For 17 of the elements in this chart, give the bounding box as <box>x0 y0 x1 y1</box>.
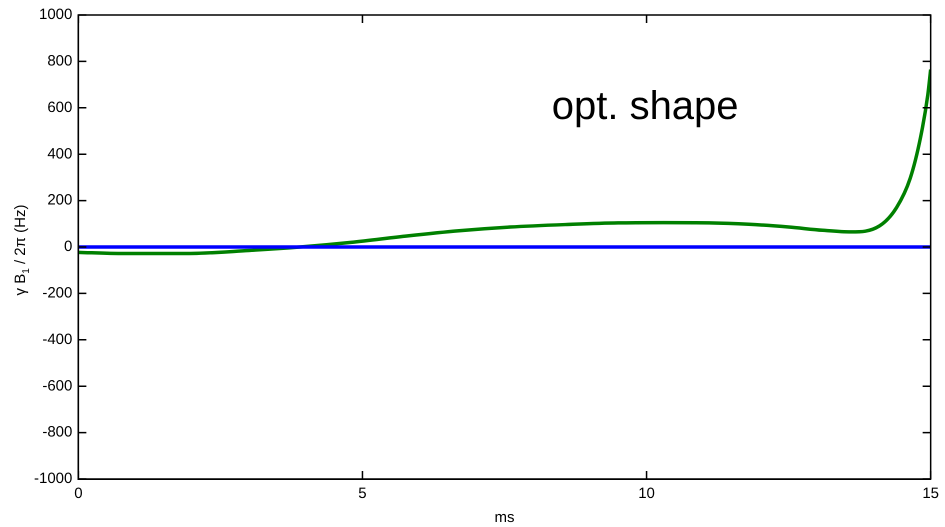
y-tick-label: 0 <box>64 238 72 256</box>
y-tick-label: 800 <box>47 52 72 70</box>
y-tick-label: -200 <box>42 284 72 302</box>
y-tick-label: -400 <box>42 330 72 348</box>
x-tick-label: 10 <box>638 485 655 502</box>
x-tick-label: 15 <box>922 485 939 502</box>
line-series <box>78 68 931 256</box>
y-tick-label: -800 <box>42 424 72 441</box>
annotation: opt. shape <box>552 84 739 128</box>
y-tick-label: 400 <box>47 145 72 162</box>
y-tick-label: -1000 <box>34 470 72 488</box>
x-tick-label: 5 <box>358 485 367 502</box>
y-tick-label: 1000 <box>38 6 72 24</box>
y-tick-label: -600 <box>42 377 72 394</box>
x-axis-title: ms <box>494 509 515 526</box>
y-tick-label: 200 <box>47 192 72 209</box>
y-tick-label: 600 <box>47 98 72 116</box>
